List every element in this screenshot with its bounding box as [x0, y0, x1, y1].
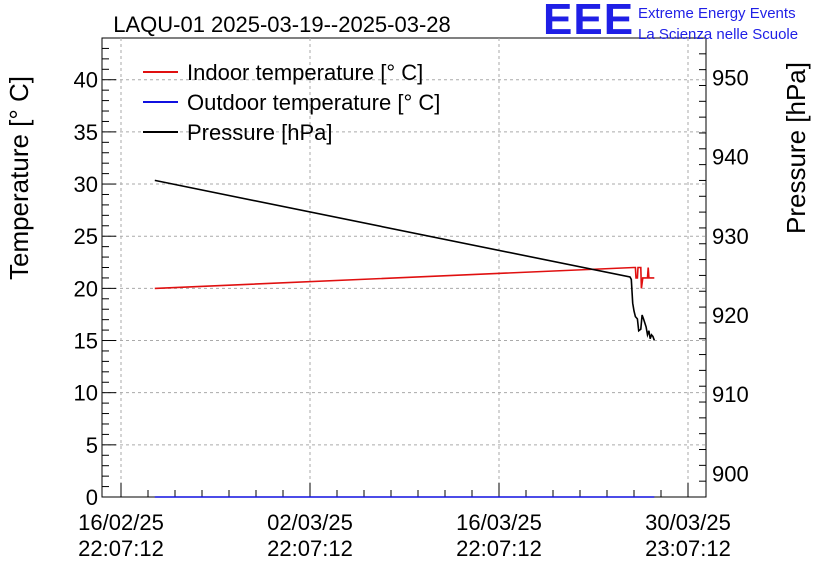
eee-logo: EEE Extreme Energy Events La Scienza nel…	[543, 0, 833, 46]
y-tick-label: 20	[74, 276, 98, 301]
y2-axis-title: Pressure [hPa]	[781, 62, 811, 234]
y2-tick-label: 950	[712, 66, 749, 91]
legend-label-3: Pressure [hPa]	[187, 120, 333, 145]
y-tick-label: 15	[74, 329, 98, 354]
x-tick-label-time: 22:07:12	[456, 536, 542, 561]
series-line-1	[154, 266, 655, 290]
y2-tick-label: 930	[712, 224, 749, 249]
y-tick-label: 25	[74, 224, 98, 249]
x-tick-label-time: 22:07:12	[78, 536, 164, 561]
y2-tick-label: 910	[712, 382, 749, 407]
eee-logo-line1: Extreme Energy Events	[638, 5, 796, 22]
y-tick-label: 5	[86, 433, 98, 458]
x-tick-label-date: 16/03/25	[456, 510, 542, 535]
x-tick-label-time: 22:07:12	[267, 536, 353, 561]
y2-tick-label: 940	[712, 145, 749, 170]
legend-label-1: Indoor temperature [° C]	[187, 60, 423, 85]
chart-title: LAQU-01 2025-03-19--2025-03-28	[113, 12, 451, 37]
y-tick-label: 40	[74, 68, 98, 93]
x-tick-label-time: 23:07:12	[645, 536, 731, 561]
y2-tick-label: 900	[712, 461, 749, 486]
y-tick-label: 35	[74, 120, 98, 145]
x-tick-label-date: 30/03/25	[645, 510, 731, 535]
eee-logo-line2: La Scienza nelle Scuole	[638, 26, 799, 43]
eee-logo-mark: EEE	[543, 0, 635, 44]
legend-label-2: Outdoor temperature [° C]	[187, 90, 440, 115]
x-tick-label-date: 16/02/25	[78, 510, 164, 535]
x-tick-label-date: 02/03/25	[267, 510, 353, 535]
y-axis-title: Temperature [° C]	[4, 76, 34, 280]
series-line-3	[154, 179, 656, 341]
y-tick-label: 10	[74, 381, 98, 406]
y-tick-label: 0	[86, 485, 98, 510]
y2-tick-label: 920	[712, 303, 749, 328]
y-tick-label: 30	[74, 172, 98, 197]
